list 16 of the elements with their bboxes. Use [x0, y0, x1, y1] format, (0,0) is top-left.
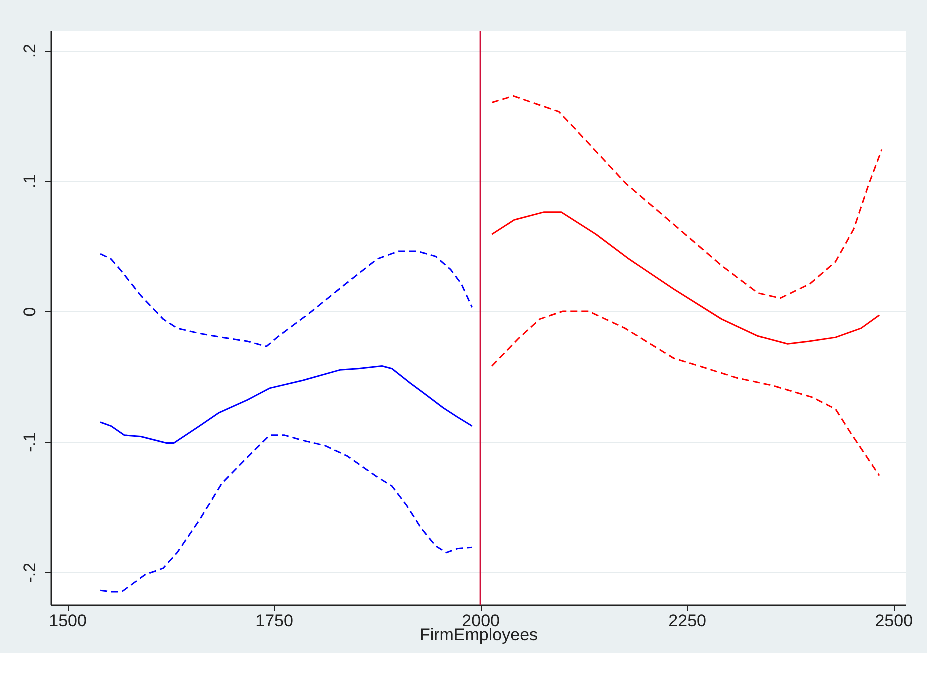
line-series: [491, 212, 880, 345]
x-axis-title: FirmEmployees: [420, 626, 538, 644]
y-tick-label: -.1: [20, 432, 40, 452]
line-series: [100, 250, 474, 348]
line-series: [491, 95, 883, 300]
line-series: [100, 366, 474, 444]
x-tick-label: 2250: [668, 612, 706, 630]
y-tick-label: -.2: [20, 562, 40, 583]
y-tick-label: 0: [20, 307, 40, 317]
y-tick-label: .2: [20, 44, 40, 58]
x-tick-label: 1750: [256, 612, 294, 630]
x-tick-label: 1500: [49, 612, 87, 630]
line-series: [100, 434, 474, 593]
x-tick-label: 2500: [875, 612, 914, 630]
y-tick-label: .1: [20, 174, 40, 189]
line-series: [491, 310, 880, 477]
